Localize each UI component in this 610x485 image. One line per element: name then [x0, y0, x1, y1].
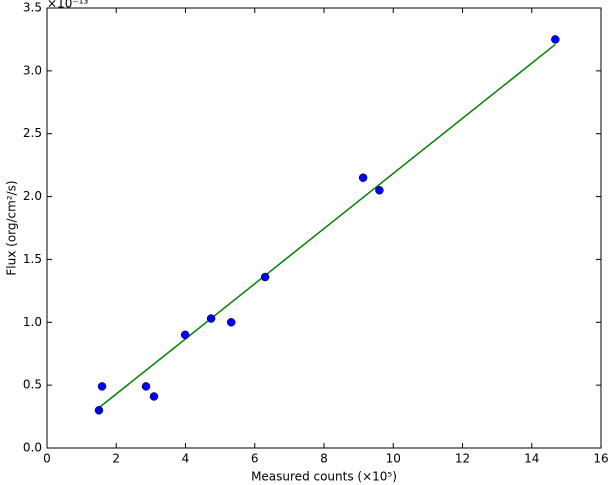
data-point — [358, 173, 368, 182]
y-tick-label: 1.5 — [23, 252, 42, 266]
x-tick-label: 4 — [182, 452, 190, 466]
x-tick-label: 12 — [455, 452, 470, 466]
y-tick-label: 2.0 — [23, 189, 42, 203]
x-tick-label: 8 — [320, 452, 328, 466]
y-tick-label: 0.0 — [23, 441, 42, 455]
y-tick-label: 2.5 — [23, 126, 42, 140]
data-point — [149, 392, 159, 401]
data-point — [226, 318, 236, 327]
data-point — [97, 382, 107, 391]
y-tick-label: 0.5 — [23, 378, 42, 392]
y-tick-label: 3.0 — [23, 63, 42, 77]
x-tick-label: 14 — [524, 452, 539, 466]
x-tick-label: 2 — [112, 452, 120, 466]
x-axis-label: Measured counts (×10⁵) — [251, 470, 397, 484]
fit-line — [98, 43, 556, 409]
data-point — [141, 382, 151, 391]
y-offset-label: ×10⁻¹³ — [47, 0, 88, 11]
data-point — [375, 186, 384, 195]
data-point — [180, 330, 190, 340]
data-point — [260, 272, 270, 282]
x-tick-label: 6 — [251, 452, 259, 466]
data-point — [206, 314, 216, 323]
data-point — [94, 406, 104, 415]
x-tick-label: 10 — [386, 452, 401, 466]
x-tick-label: 0 — [43, 452, 51, 466]
y-axis-label: Flux (org/cm²/s) — [5, 180, 19, 275]
y-tick-label: 1.0 — [23, 315, 42, 329]
data-point — [551, 35, 560, 44]
x-tick-label: 16 — [593, 452, 608, 466]
y-tick-label: 3.5 — [23, 1, 42, 15]
